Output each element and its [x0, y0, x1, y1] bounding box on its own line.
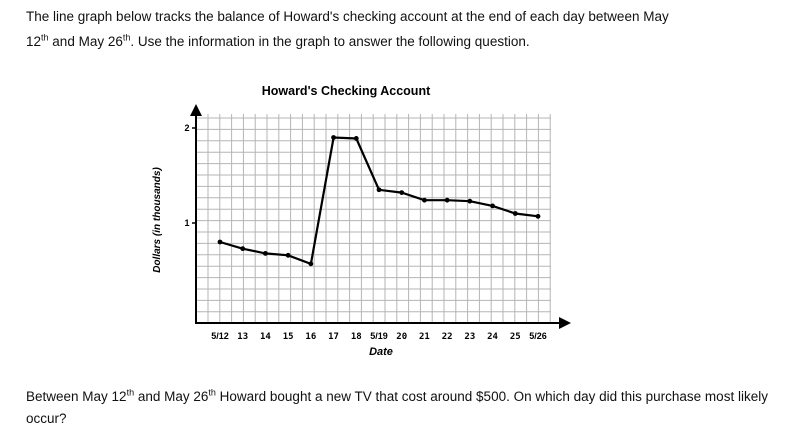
intro-line1: The line graph below tracks the balance …	[26, 9, 669, 24]
question-part2: and May 26	[134, 389, 209, 404]
chart-grid	[196, 114, 551, 323]
x-tick-label-handwritten: 16	[305, 332, 316, 342]
question-text: Between May 12th and May 26th Howard bou…	[26, 386, 786, 430]
question-part3: Howard bought a new TV that cost around …	[26, 389, 768, 426]
chart-ticks: 1 2 5/12 13 14 15 16 17 18 5/19 20 21 22 23 24 25 5/26	[184, 123, 546, 342]
balance-series	[217, 135, 541, 267]
question-part1: Between May 12	[26, 389, 127, 404]
intro-line2-b: and May 26	[48, 34, 123, 49]
x-tick-label: 5/26	[529, 331, 547, 341]
data-point	[308, 261, 314, 267]
data-point	[240, 246, 246, 252]
y-tick-label: 2	[184, 123, 189, 133]
x-tick-label-handwritten: 15	[283, 332, 294, 342]
x-tick-label: 5/12	[211, 331, 229, 341]
x-tick-label-handwritten: 20	[396, 332, 407, 342]
balance-line	[219, 136, 539, 266]
question-sup-1: th	[126, 387, 135, 398]
x-tick-label-handwritten: 13	[237, 332, 248, 342]
x-axis-label: Date	[369, 346, 393, 358]
x-tick-label: 5/19	[370, 331, 388, 341]
y-tick-label: 1	[184, 218, 189, 228]
intro-line2-c: . Use the information in the graph to an…	[130, 34, 530, 49]
y-axis-label: Dollars (in thousands)	[152, 167, 163, 273]
x-tick-label-handwritten: 23	[464, 332, 475, 342]
x-tick-label-handwritten: 14	[260, 332, 271, 342]
data-point	[217, 239, 223, 245]
x-tick-label-handwritten: 25	[510, 332, 521, 342]
data-point	[422, 197, 427, 203]
y-axis-arrow	[190, 104, 202, 116]
intro-text: The line graph below tracks the balance …	[26, 4, 786, 54]
data-point	[399, 190, 405, 196]
data-point	[263, 251, 268, 256]
x-tick-label-handwritten: 21	[419, 332, 430, 342]
data-point	[331, 135, 336, 140]
intro-line2-a: 12	[26, 34, 42, 49]
x-tick-label-handwritten: 17	[328, 332, 339, 342]
question-sup-2: th	[208, 387, 216, 398]
data-point	[490, 203, 495, 209]
x-axis-arrow	[559, 317, 571, 329]
data-point	[376, 187, 382, 193]
data-point	[512, 211, 518, 216]
data-point	[535, 213, 541, 219]
intro-sup-1: th	[41, 32, 49, 43]
data-point	[467, 198, 473, 204]
chart-title: Howard's Checking Account	[262, 84, 431, 98]
data-point	[353, 136, 359, 141]
data-point	[285, 252, 291, 258]
x-tick-label-handwritten: 24	[487, 332, 498, 342]
x-tick-label-handwritten: 18	[351, 332, 362, 342]
data-point	[444, 197, 450, 203]
x-tick-label-handwritten: 22	[442, 332, 453, 342]
chart-axes	[190, 104, 571, 329]
intro-sup-2: th	[122, 32, 131, 43]
